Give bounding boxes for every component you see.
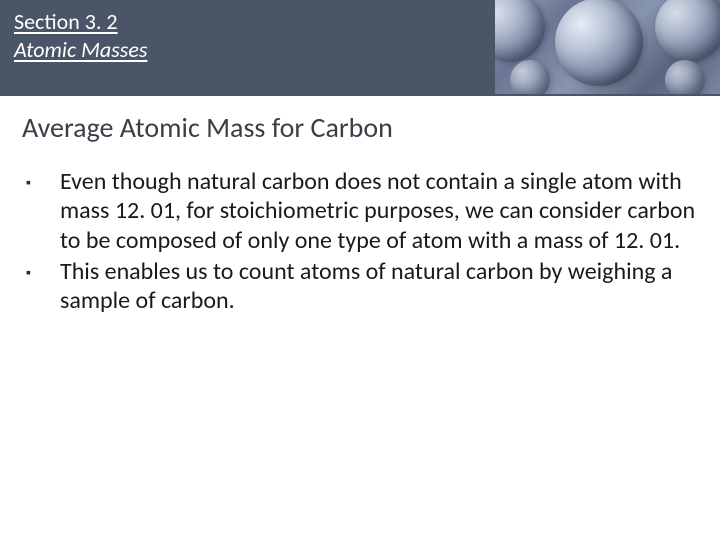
slide-content: Average Atomic Mass for Carbon ▪ Even th… xyxy=(0,96,720,315)
slide-header: Section 3. 2 Atomic Masses xyxy=(0,0,720,94)
sphere-icon xyxy=(510,60,550,94)
section-number: Section 3. 2 xyxy=(14,8,481,36)
bullet-square-icon: ▪ xyxy=(26,257,60,281)
slide-subtitle: Average Atomic Mass for Carbon xyxy=(22,110,698,145)
header-decorative-image xyxy=(495,0,720,94)
list-item: ▪ Even though natural carbon does not co… xyxy=(26,167,698,255)
sphere-icon xyxy=(495,0,545,62)
bullet-square-icon: ▪ xyxy=(26,167,60,191)
bullet-text: This enables us to count atoms of natura… xyxy=(60,257,698,316)
sphere-icon xyxy=(665,60,705,94)
header-text-block: Section 3. 2 Atomic Masses xyxy=(0,0,495,94)
sphere-icon xyxy=(555,0,643,86)
sphere-icon xyxy=(655,0,720,62)
bullet-list: ▪ Even though natural carbon does not co… xyxy=(22,167,698,315)
section-title: Atomic Masses xyxy=(14,36,481,64)
bullet-text: Even though natural carbon does not cont… xyxy=(60,167,698,255)
list-item: ▪ This enables us to count atoms of natu… xyxy=(26,257,698,316)
